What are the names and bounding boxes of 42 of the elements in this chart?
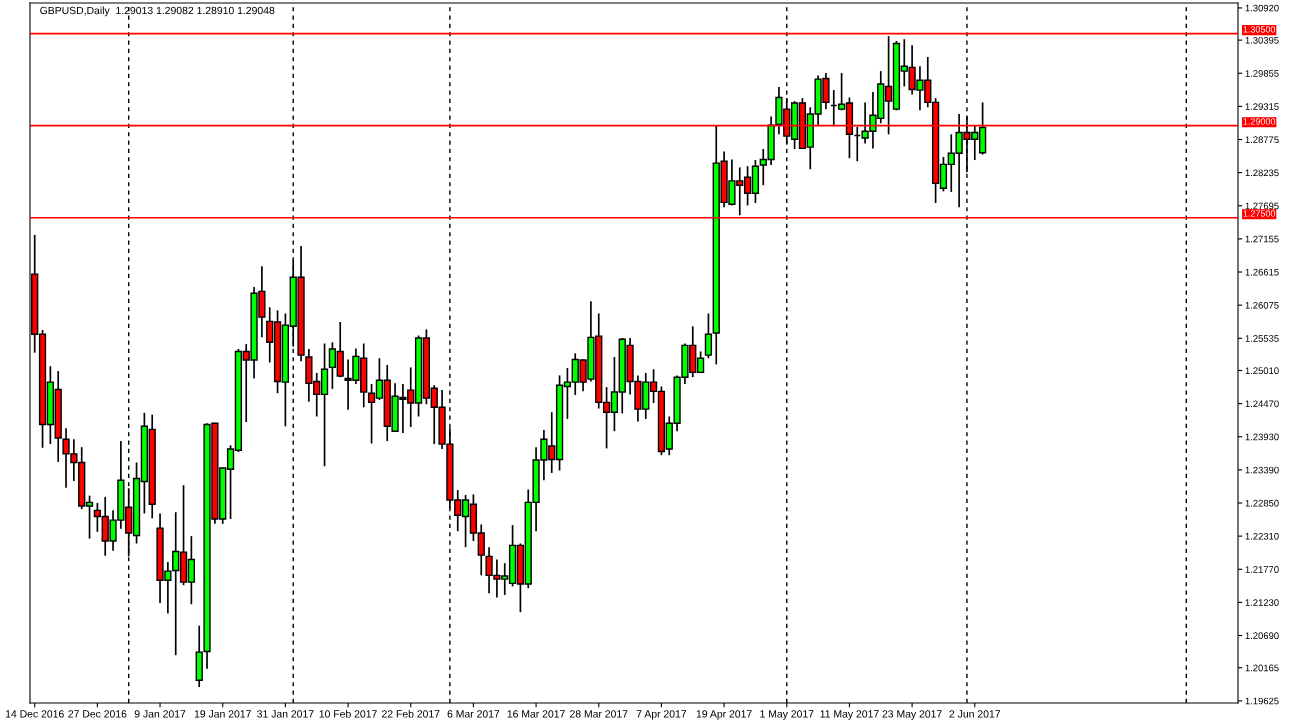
y-tick-label: 1.30395	[1245, 36, 1279, 44]
y-tick-label: 1.29855	[1245, 70, 1279, 77]
ref-line-label: 1.30500	[1243, 26, 1276, 33]
y-tick-label: 1.30920	[1245, 4, 1279, 12]
y-tick-label: 1.26075	[1245, 301, 1279, 309]
x-tick-label: 16 Mar 2017	[507, 710, 565, 718]
y-tick-label: 1.29315	[1245, 103, 1279, 110]
x-tick-label: 7 Apr 2017	[636, 710, 687, 720]
x-tick-label: 11 May 2017	[820, 710, 879, 720]
y-tick-label: 1.23390	[1245, 466, 1279, 474]
y-tick-label: 1.22850	[1245, 499, 1279, 507]
x-tick-label: 31 Jan 2017	[257, 710, 314, 718]
y-tick-label: 1.21230	[1245, 599, 1279, 606]
x-tick-label: 23 May 2017	[882, 710, 942, 720]
y-tick-label: 1.27695	[1245, 202, 1279, 210]
y-tick-label: 1.25010	[1245, 367, 1279, 374]
y-tick-label: 1.21770	[1245, 566, 1279, 573]
x-tick-label: 22 Feb 2017	[382, 709, 440, 718]
x-tick-label: 2 Jun 2017	[949, 710, 1001, 718]
y-tick-label: 1.20690	[1245, 632, 1279, 640]
y-tick-label: 1.20165	[1245, 664, 1279, 672]
x-tick-label: 19 Jan 2017	[194, 710, 251, 718]
ref-line-label: 1.29000	[1243, 118, 1276, 125]
y-tick-label: 1.24470	[1245, 400, 1279, 408]
x-tick-label: 6 Mar 2017	[447, 710, 500, 718]
y-tick-label: 1.26615	[1245, 268, 1279, 276]
chart-title: GBPUSD,Daily 1.29013 1.29082 1.28910 1.29048	[40, 6, 275, 17]
y-tick-label: 1.22310	[1245, 532, 1279, 540]
ref-line-label: 1.27500	[1243, 210, 1276, 217]
y-tick-label: 1.28235	[1245, 169, 1279, 177]
y-tick-label: 1.25535	[1245, 335, 1279, 342]
x-tick-label: 10 Feb 2017	[319, 709, 377, 718]
x-tick-label: 27 Dec 2016	[68, 710, 127, 718]
y-tick-label: 1.23930	[1245, 433, 1279, 441]
x-tick-label: 19 Apr 2017	[696, 710, 752, 720]
y-tick-label: 1.19625	[1245, 697, 1279, 705]
x-tick-label: 14 Dec 2016	[5, 710, 64, 718]
x-tick-label: 1 May 2017	[760, 710, 814, 720]
y-tick-label: 1.28775	[1245, 136, 1279, 144]
x-tick-label: 9 Jan 2017	[134, 710, 186, 718]
x-tick-label: 28 Mar 2017	[570, 710, 628, 718]
y-tick-label: 1.27155	[1245, 235, 1279, 243]
